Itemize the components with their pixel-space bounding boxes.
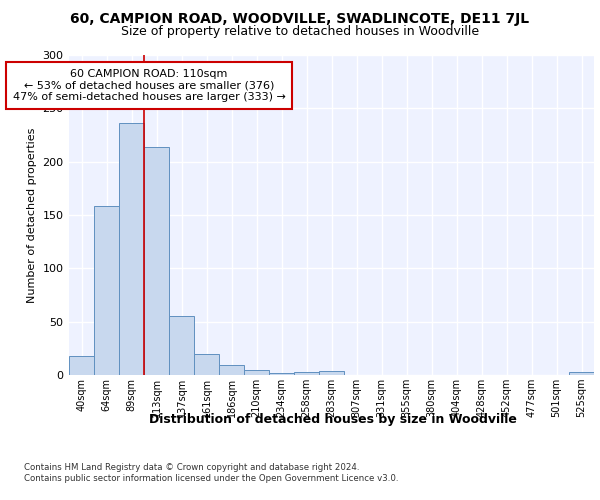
Text: Size of property relative to detached houses in Woodville: Size of property relative to detached ho…	[121, 25, 479, 38]
Bar	[194, 354, 219, 375]
Bar	[269, 373, 294, 375]
Bar	[569, 372, 594, 375]
Bar	[119, 124, 144, 375]
Text: 60 CAMPION ROAD: 110sqm
← 53% of detached houses are smaller (376)
47% of semi-d: 60 CAMPION ROAD: 110sqm ← 53% of detache…	[13, 69, 286, 102]
Bar	[144, 146, 169, 375]
Text: Contains HM Land Registry data © Crown copyright and database right 2024.: Contains HM Land Registry data © Crown c…	[24, 462, 359, 471]
Bar	[319, 370, 344, 375]
Bar	[219, 366, 244, 375]
Bar	[94, 206, 119, 375]
Bar	[294, 372, 319, 375]
Y-axis label: Number of detached properties: Number of detached properties	[27, 128, 37, 302]
Bar	[169, 316, 194, 375]
Text: Distribution of detached houses by size in Woodville: Distribution of detached houses by size …	[149, 412, 517, 426]
Text: 60, CAMPION ROAD, WOODVILLE, SWADLINCOTE, DE11 7JL: 60, CAMPION ROAD, WOODVILLE, SWADLINCOTE…	[70, 12, 530, 26]
Bar	[69, 356, 94, 375]
Bar	[244, 370, 269, 375]
Text: Contains public sector information licensed under the Open Government Licence v3: Contains public sector information licen…	[24, 474, 398, 483]
